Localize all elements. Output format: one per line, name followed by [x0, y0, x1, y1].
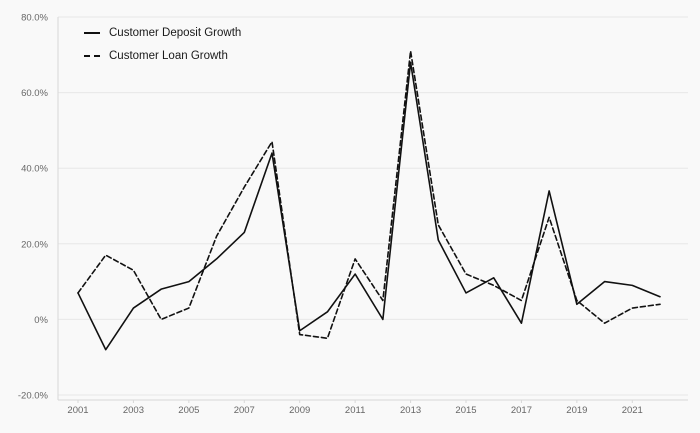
series-line-dashed	[77, 50, 661, 340]
x-axis-tick-label: 2015	[455, 405, 476, 416]
y-axis-tick-label: 20.0%	[21, 239, 48, 250]
legend-label-loan: Customer Loan Growth	[109, 50, 228, 62]
legend-label-deposit: Customer Deposit Growth	[109, 27, 242, 39]
legend-item-customer-loan-growth: Customer Loan Growth	[84, 50, 241, 62]
legend: Customer Deposit Growth Customer Loan Gr…	[84, 27, 241, 62]
y-axis-tick-label: 80.0%	[21, 13, 48, 24]
solid-line-swatch-icon	[84, 32, 100, 34]
x-axis-tick-label: 2011	[345, 405, 365, 416]
y-axis-tick-label: -20.0%	[18, 391, 49, 402]
x-axis-tick-label: 2013	[400, 405, 421, 416]
x-axis-tick-label: 2007	[234, 405, 255, 416]
y-axis-tick-label: 60.0%	[21, 88, 48, 99]
x-axis-tick-label: 2009	[289, 405, 310, 416]
y-axis-tick-label: 0%	[34, 315, 48, 326]
series-line-solid	[77, 61, 661, 351]
dashed-line-swatch-icon	[84, 55, 100, 57]
y-axis-tick-label: 40.0%	[21, 164, 48, 175]
x-axis-tick-label: 2021	[622, 405, 643, 416]
x-axis-tick-label: 2005	[178, 405, 199, 416]
x-axis-tick-label: 2019	[566, 405, 587, 416]
x-axis-tick-label: 2017	[511, 405, 532, 416]
legend-item-customer-deposit-growth: Customer Deposit Growth	[84, 27, 241, 39]
x-axis-tick-label: 2001	[67, 405, 88, 416]
x-axis-tick-label: 2003	[123, 405, 144, 416]
